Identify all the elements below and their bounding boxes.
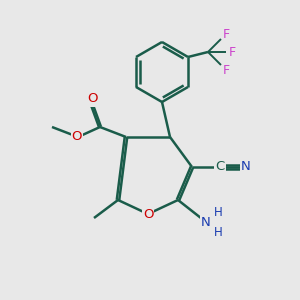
- Text: C: C: [215, 160, 225, 173]
- Text: N: N: [241, 160, 251, 173]
- Text: F: F: [222, 28, 230, 40]
- Text: N: N: [201, 215, 211, 229]
- Text: F: F: [228, 46, 236, 59]
- Text: F: F: [222, 64, 230, 76]
- Text: O: O: [87, 92, 97, 106]
- Text: O: O: [72, 130, 82, 143]
- Text: O: O: [143, 208, 153, 220]
- Text: H: H: [214, 206, 222, 218]
- Text: H: H: [214, 226, 222, 238]
